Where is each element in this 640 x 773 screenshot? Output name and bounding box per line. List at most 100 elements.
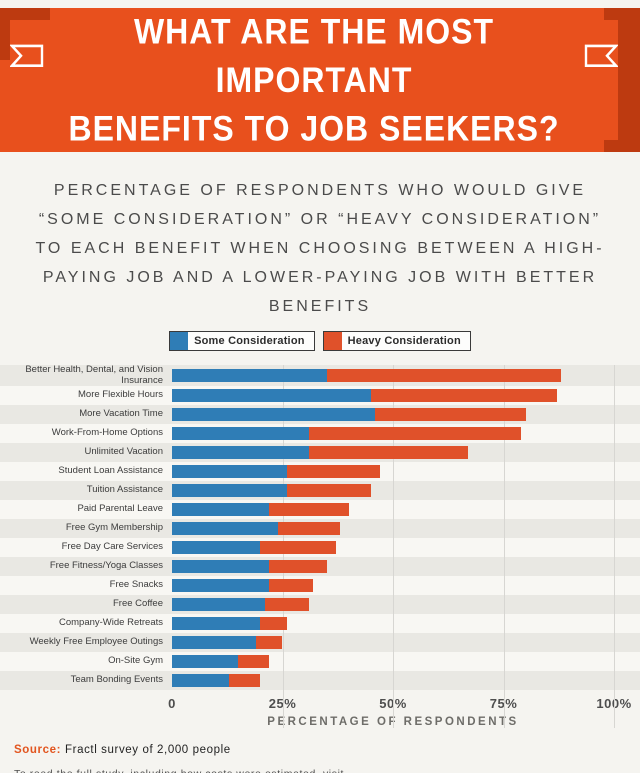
legend-item: Some Consideration [169, 331, 315, 351]
axis-tick-label: 0 [168, 696, 176, 711]
bar-area [172, 408, 614, 421]
chart-subtitle: PERCENTAGE OF RESPONDENTS WHO WOULD GIVE… [35, 182, 605, 315]
legend-swatch [323, 332, 342, 350]
bar-area [172, 446, 614, 459]
chart-row: Weekly Free Employee Outings [0, 633, 640, 652]
stacked-bar-chart: Better Health, Dental, and Vision Insura… [0, 364, 640, 728]
bar-segment-some-consideration [172, 484, 287, 497]
ribbon-flag-right-icon [584, 44, 619, 68]
category-label: Tuition Assistance [86, 484, 163, 496]
category-label: Free Coffee [113, 598, 163, 610]
bar-segment-some-consideration [172, 579, 270, 592]
chart-row: More Vacation Time [0, 405, 640, 424]
bar-area [172, 617, 614, 630]
bar-segment-some-consideration [172, 465, 287, 478]
bar-area [172, 560, 614, 573]
x-axis: 0 25% 50% 75% 100% [168, 692, 631, 714]
bar-segment-heavy-consideration [269, 503, 349, 516]
category-label: Unlimited Vacation [84, 446, 163, 458]
category-label: On-Site Gym [108, 655, 163, 667]
category-label: Free Fitness/Yoga Classes [49, 560, 163, 572]
chart-rows: Better Health, Dental, and Vision Insura… [0, 364, 640, 690]
bar-area [172, 484, 614, 497]
bar-area [172, 369, 614, 382]
bar-area [172, 655, 614, 668]
bar-area [172, 541, 614, 554]
bar-segment-some-consideration [172, 541, 261, 554]
bar-segment-heavy-consideration [370, 389, 557, 402]
title-line-1: WHAT ARE THE MOST IMPORTANT [133, 11, 495, 100]
bar-segment-heavy-consideration [269, 579, 314, 592]
source-text: Fractl survey of 2,000 people [65, 744, 231, 756]
category-label: Free Day Care Services [61, 541, 163, 553]
bar-segment-some-consideration [172, 427, 310, 440]
category-label: Team Bonding Events [70, 674, 163, 686]
bar-area [172, 579, 614, 592]
axis-tick-label: 25% [268, 696, 297, 711]
bar-segment-heavy-consideration [269, 560, 327, 573]
chart-row: Better Health, Dental, and Vision Insura… [0, 364, 640, 386]
bar-segment-heavy-consideration [326, 369, 561, 382]
axis-tick-label: 100% [596, 696, 632, 711]
category-label: Student Loan Assistance [58, 465, 163, 477]
legend-label: Heavy Consideration [347, 335, 461, 347]
chart-row: More Flexible Hours [0, 386, 640, 405]
axis-tick-label: 75% [489, 696, 518, 711]
source-label: Source: [14, 744, 62, 756]
chart-row: Work-From-Home Options [0, 424, 640, 443]
category-label: More Flexible Hours [78, 389, 163, 401]
chart-row: Free Coffee [0, 595, 640, 614]
source-line: Source: Fractl survey of 2,000 people [14, 744, 626, 756]
legend: Some Consideration Heavy Consideration [0, 331, 640, 351]
bar-segment-heavy-consideration [278, 522, 340, 535]
bar-segment-heavy-consideration [309, 427, 522, 440]
bar-segment-some-consideration [172, 503, 270, 516]
x-axis-label: PERCENTAGE OF RESPONDENTS [267, 716, 519, 728]
category-label: Better Health, Dental, and Vision Insura… [25, 364, 163, 386]
bar-segment-some-consideration [172, 446, 310, 459]
chart-row: Tuition Assistance [0, 481, 640, 500]
bar-area [172, 427, 614, 440]
chart-row: Paid Parental Leave [0, 500, 640, 519]
bar-area [172, 598, 614, 611]
chart-row: Free Day Care Services [0, 538, 640, 557]
category-label: More Vacation Time [79, 408, 163, 420]
chart-row: Team Bonding Events [0, 671, 640, 690]
bar-area [172, 503, 614, 516]
header-banner: WHAT ARE THE MOST IMPORTANT BENEFITS TO … [0, 8, 640, 152]
bar-segment-heavy-consideration [260, 617, 287, 630]
bar-segment-heavy-consideration [229, 674, 261, 687]
bar-segment-heavy-consideration [264, 598, 309, 611]
bar-segment-heavy-consideration [286, 465, 380, 478]
chart-row: Free Snacks [0, 576, 640, 595]
chart-row: Unlimited Vacation [0, 443, 640, 462]
bar-segment-some-consideration [172, 617, 261, 630]
category-label: Weekly Free Employee Outings [29, 636, 163, 648]
bar-segment-heavy-consideration [255, 636, 283, 649]
bar-segment-heavy-consideration [309, 446, 469, 459]
axis-tick-label: 50% [379, 696, 407, 711]
category-label: Company-Wide Retreats [58, 617, 163, 629]
chart-row: On-Site Gym [0, 652, 640, 671]
bar-segment-some-consideration [172, 598, 265, 611]
chart-row: Free Fitness/Yoga Classes [0, 557, 640, 576]
page-title: WHAT ARE THE MOST IMPORTANT BENEFITS TO … [9, 7, 619, 152]
bar-segment-some-consideration [172, 522, 279, 535]
category-label: Free Gym Membership [65, 522, 163, 534]
title-line-2: BENEFITS TO JOB SEEKERS? [68, 108, 560, 149]
study-note: To read the full study, including how co… [14, 768, 626, 773]
legend-item: Heavy Consideration [322, 331, 471, 351]
category-label: Work-From-Home Options [51, 427, 163, 439]
bar-segment-some-consideration [172, 674, 230, 687]
bar-segment-heavy-consideration [286, 484, 371, 497]
bar-area [172, 522, 614, 535]
chart-row: Student Loan Assistance [0, 462, 640, 481]
chart-row: Free Gym Membership [0, 519, 640, 538]
bar-segment-some-consideration [172, 369, 327, 382]
bar-segment-some-consideration [172, 560, 270, 573]
bar-segment-some-consideration [172, 389, 371, 402]
bar-segment-some-consideration [172, 636, 256, 649]
banner-panel: WHAT ARE THE MOST IMPORTANT BENEFITS TO … [9, 12, 619, 148]
chart-row: Company-Wide Retreats [0, 614, 640, 633]
